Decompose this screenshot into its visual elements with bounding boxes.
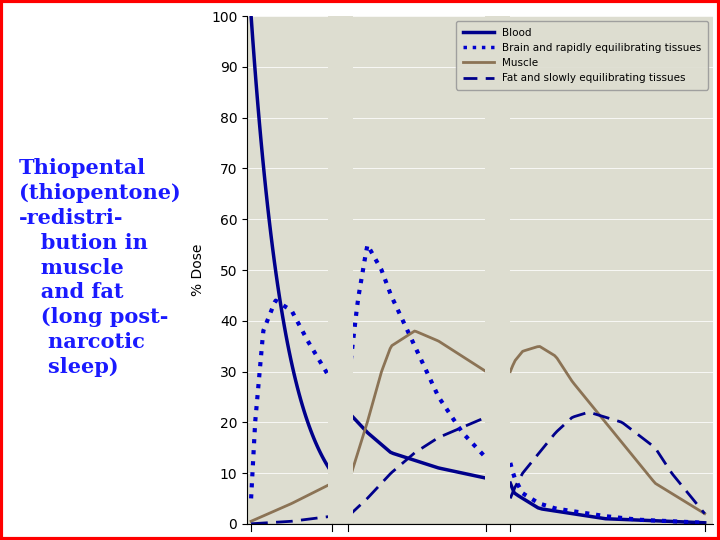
Legend: Blood, Brain and rapidly equilibrating tissues, Muscle, Fat and slowly equilibra: Blood, Brain and rapidly equilibrating t… bbox=[456, 22, 708, 90]
Text: Thiopental
(thiopentone)
-redistri-
   bution in
   muscle
   and fat
   (long p: Thiopental (thiopentone) -redistri- buti… bbox=[19, 158, 181, 377]
Y-axis label: % Dose: % Dose bbox=[192, 244, 205, 296]
